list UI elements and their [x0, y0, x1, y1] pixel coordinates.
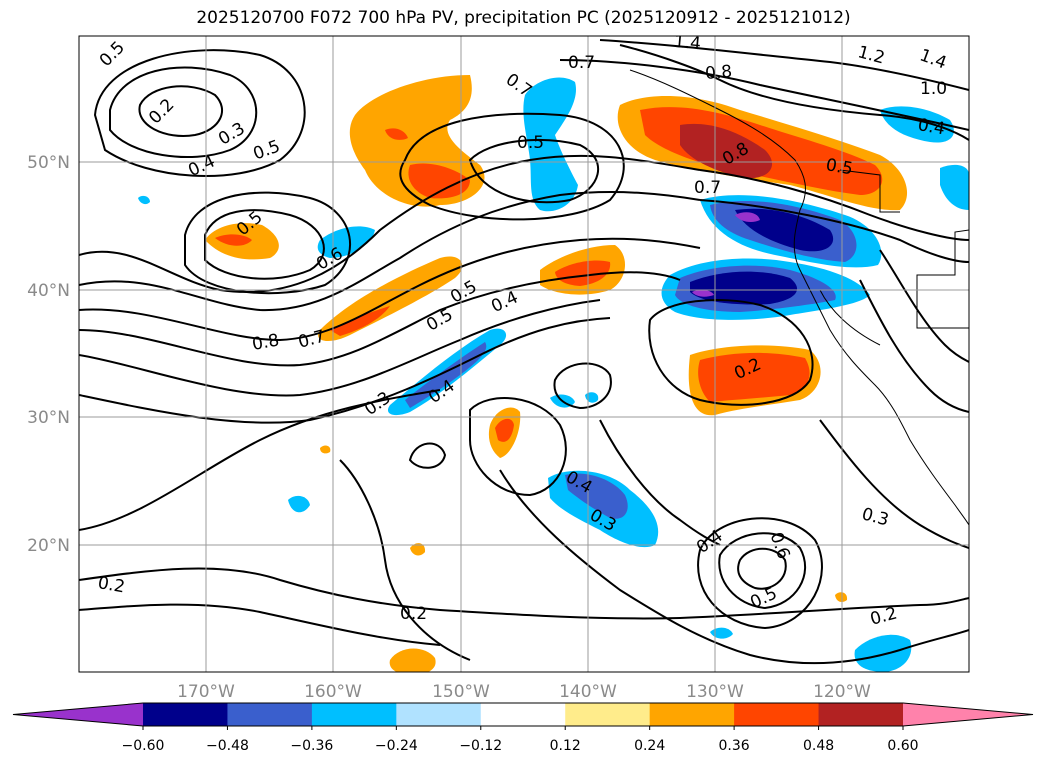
contour-label: 0.7	[694, 178, 721, 198]
lon-label-160w: 160°W	[304, 682, 362, 702]
figure-title: 2025120700 F072 700 hPa PV, precipitatio…	[196, 8, 851, 28]
lat-label-30n: 30°N	[27, 408, 70, 428]
colorbar-tick-label: −0.12	[459, 738, 502, 754]
contour-label: 0.5	[517, 133, 544, 153]
colorbar-extend-min	[13, 703, 143, 726]
lon-label-120w: 120°W	[813, 682, 871, 702]
colorbar-tick-label: 0.36	[719, 738, 750, 754]
colorbar-tick-label: −0.36	[290, 738, 333, 754]
colorbar-tick-label: −0.48	[206, 738, 249, 754]
colorbar-segment	[480, 703, 566, 726]
colorbar-segment	[311, 703, 397, 726]
colorbar-tick-label: 0.24	[634, 738, 665, 754]
lon-label-130w: 130°W	[686, 682, 744, 702]
colorbar-tick-label: 0.48	[803, 738, 834, 754]
map-border	[78, 35, 970, 673]
contour-label: 0.2	[400, 604, 427, 624]
colorbar-segment	[734, 703, 820, 726]
precip-negative-shading	[138, 77, 969, 672]
contour-label: 0.7	[568, 53, 595, 73]
colorbar: −0.60 −0.48 −0.36 −0.24 −0.12 0.12 0.24 0.36 0.4…	[12, 702, 1034, 754]
lat-label-20n: 20°N	[27, 536, 70, 556]
contour-label: 0.8	[251, 331, 281, 355]
colorbar-tick-label: −0.24	[375, 738, 418, 754]
contour-label: 0.5	[824, 155, 854, 179]
contour-label: 1.4	[673, 32, 702, 54]
colorbar-segment	[649, 703, 735, 726]
colorbar-tick-label: −0.60	[122, 738, 165, 754]
lon-labels: 170°W 160°W 150°W 140°W 130°W 120°W	[177, 682, 871, 702]
colorbar-tick-label: 0.12	[550, 738, 581, 754]
lat-labels: 50°N 40°N 30°N 20°N	[27, 153, 70, 556]
lon-label-170w: 170°W	[177, 682, 235, 702]
contour-label: 0.4	[916, 115, 946, 139]
lat-label-40n: 40°N	[27, 281, 70, 301]
colorbar-extend-max	[903, 703, 1033, 726]
colorbar-segment	[143, 703, 228, 726]
lat-label-50n: 50°N	[27, 153, 70, 173]
colorbar-segment	[227, 703, 313, 726]
colorbar-segment	[396, 703, 482, 726]
lon-label-150w: 150°W	[432, 682, 490, 702]
colorbar-tick-label: 0.60	[887, 738, 918, 754]
colorbar-segment	[818, 703, 904, 726]
contour-label: 0.2	[96, 573, 126, 597]
pv-contours	[79, 39, 969, 665]
colorbar-segment	[565, 703, 651, 726]
graticule	[79, 36, 969, 672]
contour-label: 0.8	[704, 62, 733, 84]
contour-label: 1.0	[920, 79, 947, 99]
lon-label-140w: 140°W	[559, 682, 617, 702]
